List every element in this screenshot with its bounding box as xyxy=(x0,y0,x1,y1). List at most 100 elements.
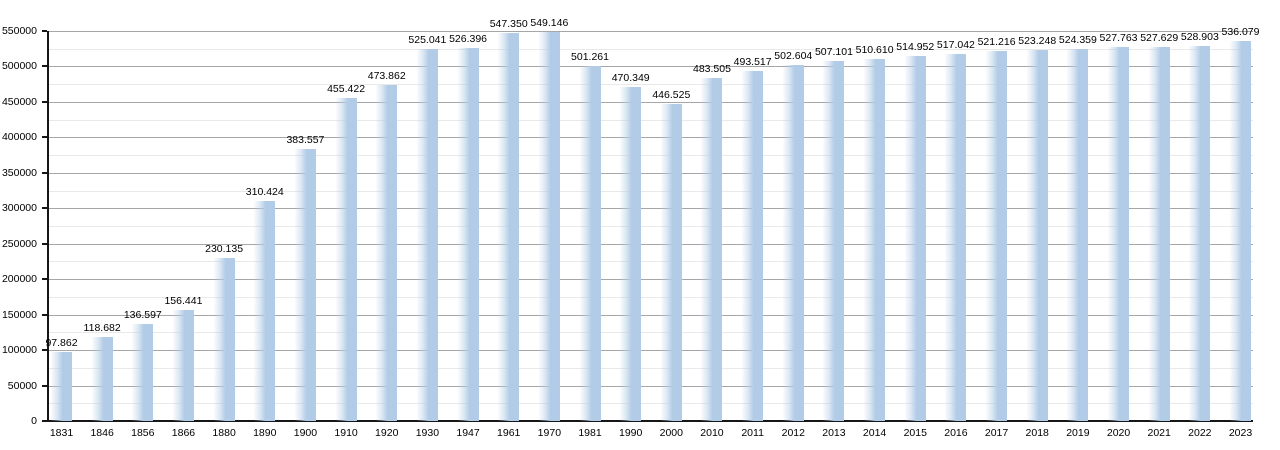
gridline-major xyxy=(49,314,1253,316)
gridline-major xyxy=(49,31,1253,32)
x-tick-label: 2000 xyxy=(659,427,683,439)
y-tick xyxy=(42,171,47,174)
x-tick-label: 1910 xyxy=(334,427,358,439)
y-tick-label: 400000 xyxy=(1,131,37,144)
gridline-major xyxy=(49,137,1253,139)
y-tick xyxy=(42,278,47,281)
bar-2023 xyxy=(1230,40,1251,421)
y-tick xyxy=(42,384,47,387)
x-tick-label: 1866 xyxy=(171,427,196,439)
bar-value-label: 526.396 xyxy=(449,32,488,45)
bar-1981 xyxy=(579,65,601,421)
gridline-major xyxy=(49,66,1253,68)
bar-1890 xyxy=(254,200,276,421)
bar-2010 xyxy=(701,78,723,421)
bar-value-label: 517.042 xyxy=(936,39,975,52)
x-tick-label: 1846 xyxy=(90,427,114,439)
bar-1856 xyxy=(132,324,154,421)
bar-value-label: 528.903 xyxy=(1180,30,1219,43)
gridline-major xyxy=(49,208,1253,210)
x-tick-label: 2018 xyxy=(1025,427,1049,439)
y-tick-label: 0 xyxy=(31,415,37,427)
x-tick-label: 2014 xyxy=(862,427,887,439)
bar-value-label: 536.079 xyxy=(1221,25,1260,38)
x-tick-label: 2017 xyxy=(984,427,1009,439)
bar-1910 xyxy=(335,98,357,421)
y-axis-line xyxy=(47,31,49,422)
gridline-minor xyxy=(49,84,1253,86)
gridline-major xyxy=(49,101,1253,103)
x-axis-line xyxy=(47,420,1253,422)
y-tick-label: 500000 xyxy=(1,60,37,73)
bar-2017 xyxy=(986,51,1008,421)
bar-2000 xyxy=(660,104,682,421)
bar-value-label: 136.597 xyxy=(123,309,162,322)
gridline-minor xyxy=(49,296,1253,298)
x-tick-label: 1961 xyxy=(497,427,521,439)
gridline-major xyxy=(49,385,1253,387)
x-tick-label: 1900 xyxy=(293,427,318,439)
x-tick-label: 2012 xyxy=(781,427,805,439)
bar-2014 xyxy=(864,58,886,421)
y-tick xyxy=(42,242,47,245)
x-tick-label: 1947 xyxy=(456,427,480,439)
bar-value-label: 547.350 xyxy=(489,17,528,30)
bar-value-label: 523.248 xyxy=(1018,34,1057,47)
x-tick-label: 2023 xyxy=(1228,427,1253,439)
bar-value-label: 455.422 xyxy=(327,83,366,96)
y-tick xyxy=(42,100,47,103)
x-tick-label: 1990 xyxy=(618,427,643,439)
bar-value-label: 521.216 xyxy=(977,36,1016,49)
bar-value-label: 310.424 xyxy=(245,185,284,198)
gridline-major xyxy=(49,350,1253,352)
gridline-minor xyxy=(49,119,1253,121)
bar-1990 xyxy=(620,87,642,421)
bar-value-label: 502.604 xyxy=(774,49,813,62)
bar-1880 xyxy=(213,257,235,421)
gridline-major xyxy=(49,172,1253,174)
bar-value-label: 473.862 xyxy=(367,70,406,82)
gridline-minor xyxy=(49,190,1253,192)
bar-value-label: 97.862 xyxy=(45,336,78,349)
y-tick xyxy=(42,30,47,32)
bar-2013 xyxy=(823,61,845,421)
bar-1866 xyxy=(172,310,194,421)
x-tick-label: 1930 xyxy=(415,427,440,439)
bar-2020 xyxy=(1108,46,1130,421)
y-tick-label: 350000 xyxy=(1,166,37,179)
y-tick xyxy=(42,349,47,352)
gridline-major xyxy=(49,243,1253,245)
plot-area: 97.862 118.682 136.597 156.441 230.135 310.42… xyxy=(45,17,1259,421)
bar-value-label: 446.525 xyxy=(652,89,691,102)
x-tick-label: 1831 xyxy=(49,427,74,439)
x-tick-label: 1920 xyxy=(375,427,399,439)
x-tick-label: 2015 xyxy=(903,427,927,439)
x-tick-label: 2013 xyxy=(822,427,846,439)
bar-value-label: 549.146 xyxy=(530,16,569,29)
gridline-minor xyxy=(49,261,1253,263)
y-tick-label: 300000 xyxy=(1,202,37,215)
y-tick-label: 250000 xyxy=(1,237,37,250)
gridline-major xyxy=(49,279,1253,281)
bar-2019 xyxy=(1067,49,1089,421)
bar-1831 xyxy=(51,351,72,421)
y-tick-label: 100000 xyxy=(1,344,37,357)
x-tick-label: 2021 xyxy=(1147,427,1171,439)
bar-1930 xyxy=(416,48,438,421)
bar-value-label: 483.505 xyxy=(692,63,731,76)
bar-value-label: 501.261 xyxy=(571,50,609,63)
x-tick-label: 1981 xyxy=(578,427,602,439)
gridline-minor xyxy=(49,332,1253,334)
gridline-minor xyxy=(49,226,1253,227)
bar-1900 xyxy=(294,149,316,421)
x-tick-label: 2019 xyxy=(1066,427,1090,439)
bar-value-label: 230.135 xyxy=(205,242,244,255)
x-tick-label: 1856 xyxy=(131,427,155,439)
y-tick-label: 200000 xyxy=(1,273,37,286)
y-tick xyxy=(42,420,47,422)
bar-1970 xyxy=(538,31,560,421)
bar-value-label: 527.763 xyxy=(1099,31,1138,44)
bar-2011 xyxy=(742,71,764,421)
bar-value-label: 383.557 xyxy=(286,134,325,147)
